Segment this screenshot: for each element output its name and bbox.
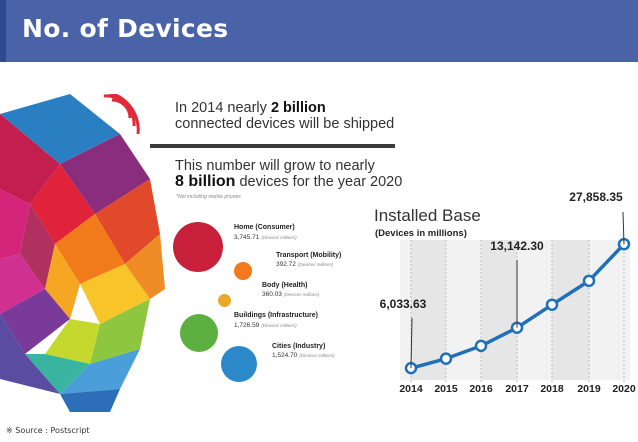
home-bubble	[173, 222, 223, 272]
page-title: No. of Devices	[22, 14, 229, 43]
source-note: ※ Source : Postscript	[6, 426, 90, 435]
chart-subtitle: (Devices in millions)	[375, 228, 467, 239]
category-name: Home (Consumer)	[234, 224, 295, 231]
chart-title: Installed Base	[374, 206, 481, 225]
category-value: 360.03 (Devices millions)	[262, 291, 320, 298]
data-label-leader	[410, 317, 413, 369]
infographic: In 2014 nearly 2 billion connected devic…	[0, 94, 638, 412]
category-name: Cities (Industry)	[272, 343, 326, 350]
category-value: 1,524.70 (Devices millions)	[272, 352, 335, 359]
x-tick-label: 2018	[540, 383, 564, 395]
data-point	[439, 352, 453, 365]
headline: In 2014 nearly 2 billion connected devic…	[175, 100, 395, 132]
data-label: 27,858.35	[569, 190, 623, 204]
transport-bubble	[234, 262, 252, 280]
data-label-leader	[622, 211, 625, 245]
x-tick-label: 2017	[505, 383, 529, 395]
category-name: Transport (Mobility)	[276, 252, 342, 259]
data-point	[582, 274, 596, 288]
category-value: 392.72 (Devices millions)	[276, 261, 334, 268]
buildings-bubble	[180, 314, 218, 352]
category-name: Body (Health)	[262, 282, 308, 289]
title-bar-accent	[0, 0, 6, 62]
data-label: 13,142.30	[490, 239, 544, 253]
x-tick-label: 2019	[577, 383, 601, 395]
category-name: Buildings (Infrastructure)	[234, 312, 319, 319]
divider	[150, 144, 395, 148]
data-label: 6,033.63	[380, 297, 427, 311]
plot-band	[481, 240, 517, 380]
x-tick-label: 2020	[612, 383, 636, 395]
body-bubble	[218, 294, 231, 307]
x-tick-label: 2016	[469, 383, 493, 395]
category-value: 3,745.71 (Devices millions)	[234, 234, 297, 241]
growth-statement: This number will grow to nearly 8 billio…	[175, 158, 403, 190]
data-point	[474, 339, 488, 353]
cities-bubble	[221, 346, 257, 382]
polygon-globe-art	[0, 94, 165, 412]
title-bar: No. of Devices	[0, 0, 638, 62]
data-point	[545, 298, 559, 311]
footnote: *Not including mobile phones	[176, 194, 241, 200]
x-tick-label: 2015	[434, 383, 458, 395]
category-value: 1,726.59 (Devices millions)	[234, 322, 297, 329]
plot-band	[552, 240, 589, 380]
x-tick-label: 2014	[399, 383, 423, 395]
